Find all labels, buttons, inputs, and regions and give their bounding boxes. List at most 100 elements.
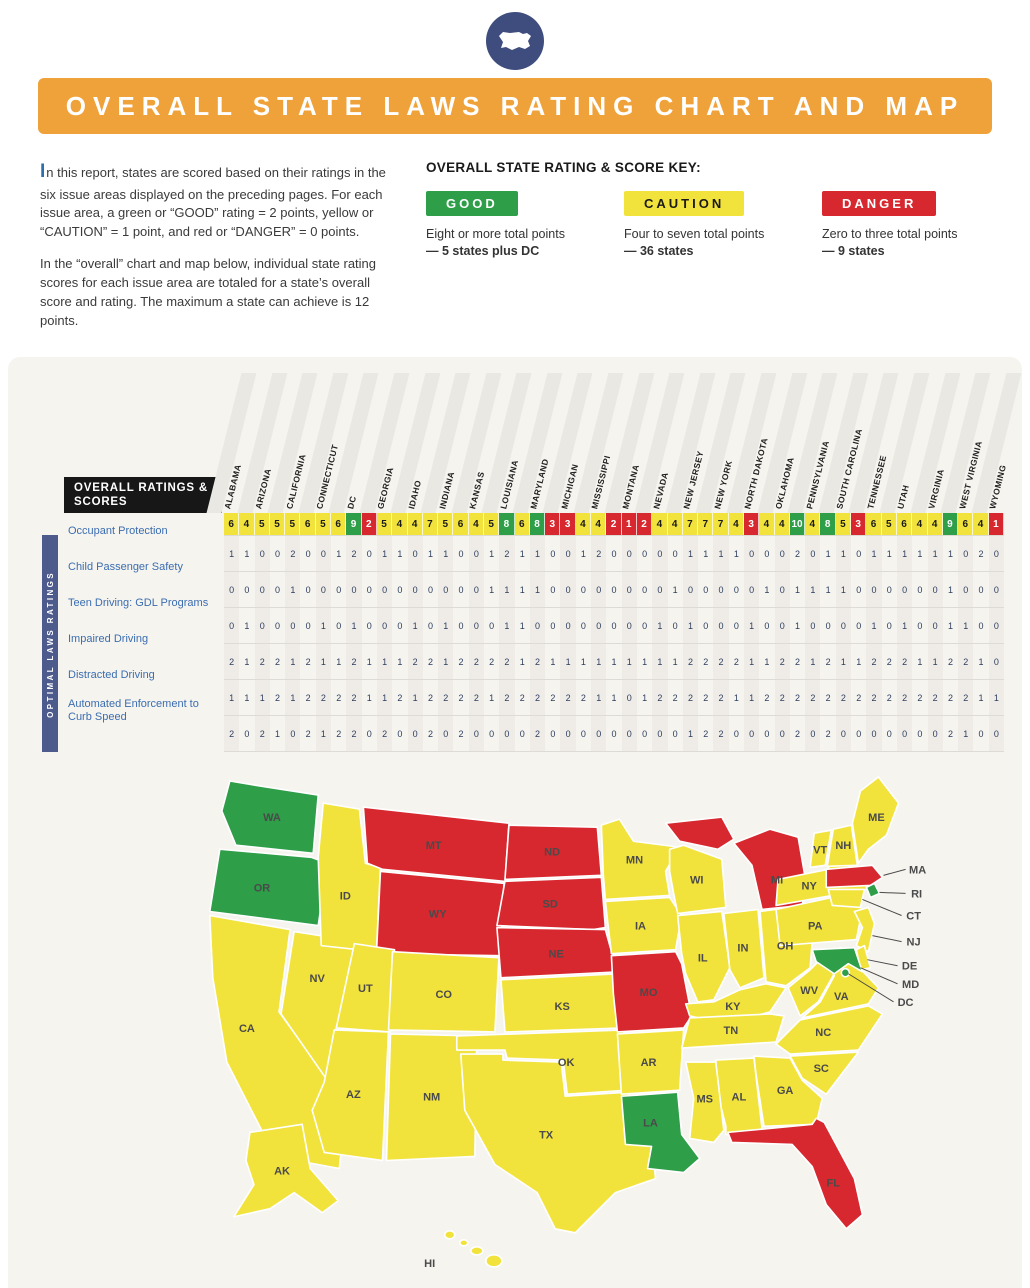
state-label-nm: NM bbox=[423, 1092, 440, 1104]
overall-score-mt: 1 bbox=[621, 513, 637, 536]
score-mn-row5: 0 bbox=[580, 728, 586, 739]
score-az-row1: 0 bbox=[254, 572, 270, 608]
state-label-va: VA bbox=[834, 991, 849, 1003]
leader-line-ct bbox=[862, 899, 902, 917]
score-hi-row2: 0 bbox=[397, 620, 403, 631]
page-title: OVERALL STATE LAWS RATING CHART AND MAP bbox=[65, 90, 965, 121]
score-nh-row3: 1 bbox=[672, 656, 678, 667]
score-ca-row1: 1 bbox=[285, 572, 301, 608]
score-id-row5: 0 bbox=[407, 716, 423, 752]
chart-and-map-card: OPTIMAL LAWS RATINGS OVERALL RATINGS & S… bbox=[8, 357, 1022, 1288]
map-region: WA OR CA NV ID MT WY UT CO AZ NM ND SD N… bbox=[8, 752, 1022, 1288]
score-wv-row2: 1 bbox=[958, 608, 974, 644]
overall-score-mi: 3 bbox=[560, 513, 576, 536]
state-label-ak: AK bbox=[274, 1166, 290, 1178]
score-dc-row1: 0 bbox=[346, 572, 362, 608]
state-co bbox=[387, 951, 500, 1034]
score-nd-row5: 0 bbox=[744, 716, 760, 752]
score-pa-row1: 1 bbox=[805, 572, 821, 608]
score-vt-row5: 0 bbox=[917, 728, 923, 739]
score-sc-row0: 1 bbox=[835, 536, 852, 572]
score-co-row2: 0 bbox=[305, 620, 311, 631]
score-la-row3: 2 bbox=[499, 644, 515, 680]
score-sd-row0: 0 bbox=[856, 548, 862, 559]
overall-score-sd: 3 bbox=[851, 513, 867, 536]
score-fl-row4: 1 bbox=[366, 692, 372, 703]
score-al-row4: 1 bbox=[224, 680, 240, 716]
overall-score-nv: 4 bbox=[652, 513, 668, 536]
score-wi-row2: 0 bbox=[978, 620, 984, 631]
row-label-impaired-driving: Impaired Driving bbox=[68, 632, 149, 645]
score-ne-row3: 1 bbox=[642, 656, 648, 667]
score-ok-row2: 0 bbox=[774, 608, 790, 644]
state-label-sc: SC bbox=[814, 1064, 829, 1076]
column-header-ny: NEW YORK bbox=[712, 373, 734, 513]
overall-score-ak: 4 bbox=[239, 513, 255, 536]
score-wa-row4: 2 bbox=[947, 692, 953, 703]
score-ms-row0: 2 bbox=[591, 536, 607, 572]
score-de-row3: 1 bbox=[336, 656, 342, 667]
score-ca-row5: 0 bbox=[285, 716, 301, 752]
score-ri-row5: 2 bbox=[825, 728, 831, 739]
overall-score-wv: 6 bbox=[958, 513, 974, 536]
score-ms-row1: 0 bbox=[591, 572, 607, 608]
overall-score-ar: 5 bbox=[269, 513, 286, 536]
score-ky-row3: 2 bbox=[489, 656, 495, 667]
score-mt-row1: 0 bbox=[621, 572, 637, 608]
score-wy-row3: 0 bbox=[988, 644, 1004, 680]
score-ar-row0: 0 bbox=[275, 548, 281, 559]
page-banner: OVERALL STATE LAWS RATING CHART AND MAP bbox=[38, 78, 992, 134]
column-header-wv: WEST VIRGINIA bbox=[957, 373, 984, 513]
score-wy-row2: 0 bbox=[988, 608, 1004, 644]
score-co-row4: 2 bbox=[305, 692, 311, 703]
score-mt-row4: 0 bbox=[621, 680, 637, 716]
score-ca-row3: 1 bbox=[285, 644, 301, 680]
score-id-row1: 0 bbox=[407, 572, 423, 608]
column-header-wy: WYOMING bbox=[987, 373, 1008, 513]
score-ct-row0: 0 bbox=[315, 536, 332, 572]
score-or-row0: 2 bbox=[795, 548, 801, 559]
score-nc-row0: 1 bbox=[733, 548, 739, 559]
score-ri-row4: 2 bbox=[825, 692, 831, 703]
score-sc-row3: 1 bbox=[835, 644, 852, 680]
score-vt-row1: 0 bbox=[917, 584, 923, 595]
overall-score-me: 6 bbox=[514, 513, 530, 536]
score-ks-row1: 0 bbox=[468, 572, 484, 608]
us-map-icon bbox=[486, 12, 544, 70]
score-ia-row0: 0 bbox=[458, 548, 464, 559]
state-label-de: DE bbox=[902, 961, 917, 973]
state-label-la: LA bbox=[643, 1118, 658, 1130]
score-mi-row1: 0 bbox=[560, 572, 576, 608]
score-nm-row1: 0 bbox=[703, 584, 709, 595]
state-nc bbox=[775, 1005, 884, 1056]
state-fl bbox=[727, 1117, 864, 1231]
score-wa-row3: 2 bbox=[947, 656, 953, 667]
state-me bbox=[851, 776, 900, 865]
key-item-danger: DANGER Zero to three total points — 9 st… bbox=[822, 191, 990, 260]
score-md-row1: 1 bbox=[529, 572, 546, 608]
score-ga-row0: 1 bbox=[376, 536, 393, 572]
danger-criteria: Zero to three total points bbox=[822, 227, 958, 241]
us-silhouette-icon bbox=[499, 32, 531, 50]
score-nc-row5: 0 bbox=[733, 728, 739, 739]
score-wv-row3: 2 bbox=[958, 644, 974, 680]
state-label-md: MD bbox=[902, 979, 919, 991]
score-az-row2: 0 bbox=[254, 608, 270, 644]
state-az bbox=[311, 1029, 390, 1162]
ratings-table: OPTIMAL LAWS RATINGS OVERALL RATINGS & S… bbox=[8, 373, 1022, 753]
score-mo-row0: 0 bbox=[611, 548, 617, 559]
state-label-nc: NC bbox=[815, 1027, 831, 1039]
overall-score-de: 6 bbox=[331, 513, 347, 536]
score-ky-row1: 1 bbox=[489, 584, 495, 595]
state-hi bbox=[485, 1254, 503, 1269]
score-ky-row4: 1 bbox=[489, 692, 495, 703]
score-ak-row2: 1 bbox=[244, 620, 250, 631]
score-nj-row2: 1 bbox=[682, 608, 699, 644]
overall-score-ok: 4 bbox=[774, 513, 790, 536]
state-label-ga: GA bbox=[777, 1086, 794, 1098]
score-sc-row2: 0 bbox=[835, 608, 852, 644]
score-oh-row2: 0 bbox=[764, 620, 770, 631]
score-in-row0: 1 bbox=[438, 536, 454, 572]
state-ak bbox=[233, 1124, 340, 1218]
score-al-row5: 2 bbox=[224, 716, 240, 752]
